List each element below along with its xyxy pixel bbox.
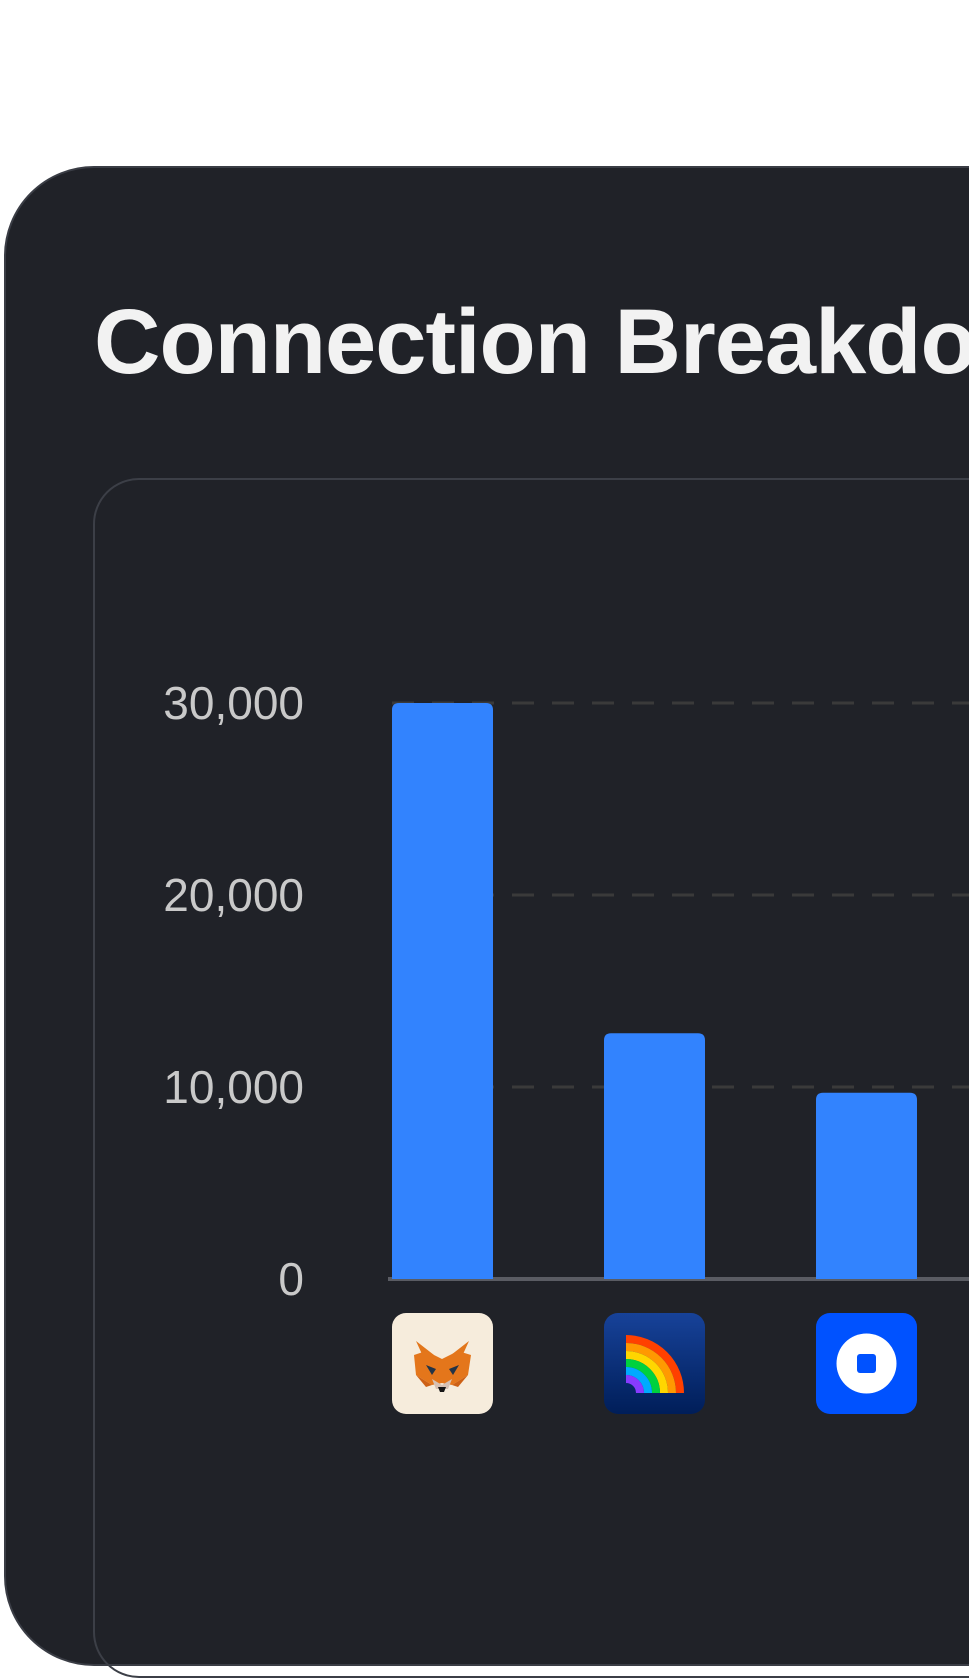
- metamask-icon: [392, 1313, 493, 1414]
- bar-coinbase[interactable]: [816, 1092, 917, 1279]
- card-title: Connection Breakdo: [94, 291, 969, 393]
- bar-metamask[interactable]: [392, 703, 493, 1279]
- y-axis-ticks: 30,000 20,000 10,000 0: [163, 677, 304, 1305]
- y-tick-label: 10,000: [163, 1061, 304, 1113]
- bars: [392, 703, 917, 1279]
- bar-rainbow[interactable]: [604, 1033, 705, 1279]
- rainbow-icon: [604, 1313, 705, 1414]
- bar-chart: 30,000 20,000 10,000 0: [163, 677, 969, 1414]
- y-tick-label: 20,000: [163, 869, 304, 921]
- coinbase-icon: [816, 1313, 917, 1414]
- y-tick-label: 0: [278, 1253, 304, 1305]
- y-tick-label: 30,000: [163, 677, 304, 729]
